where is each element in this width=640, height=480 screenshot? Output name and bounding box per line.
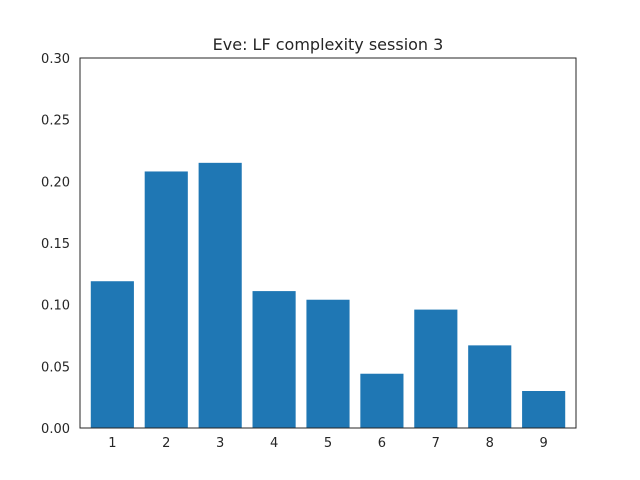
bar-5 — [306, 299, 350, 428]
x-tick-label: 5 — [324, 436, 332, 451]
x-tick-label: 2 — [162, 436, 170, 451]
y-tick-label: 0.00 — [41, 422, 70, 437]
y-tick-label: 0.15 — [41, 237, 70, 252]
bar-3 — [198, 162, 242, 429]
x-tick-label: 4 — [270, 436, 278, 451]
plot-frame — [79, 57, 577, 429]
y-tick-label: 0.30 — [41, 52, 70, 67]
x-tick-label: 6 — [378, 436, 386, 451]
y-tick-label: 0.25 — [41, 114, 70, 129]
y-tick-label: 0.10 — [41, 299, 70, 314]
x-tick-label: 3 — [216, 436, 224, 451]
bar-8 — [468, 345, 512, 428]
bar-1 — [90, 281, 134, 428]
x-tick-label: 8 — [486, 436, 494, 451]
x-tick-label: 9 — [540, 436, 548, 451]
x-tick-label: 7 — [432, 436, 440, 451]
y-tick-label: 0.05 — [41, 360, 70, 375]
x-tick-label: 1 — [108, 436, 116, 451]
y-tick-label: 0.20 — [41, 175, 70, 190]
bar-7 — [414, 309, 458, 428]
bar-9 — [522, 391, 566, 428]
bar-2 — [144, 171, 188, 428]
bar-6 — [360, 373, 404, 428]
bar-4 — [252, 291, 296, 428]
chart-title: Eve: LF complexity session 3 — [213, 35, 444, 54]
